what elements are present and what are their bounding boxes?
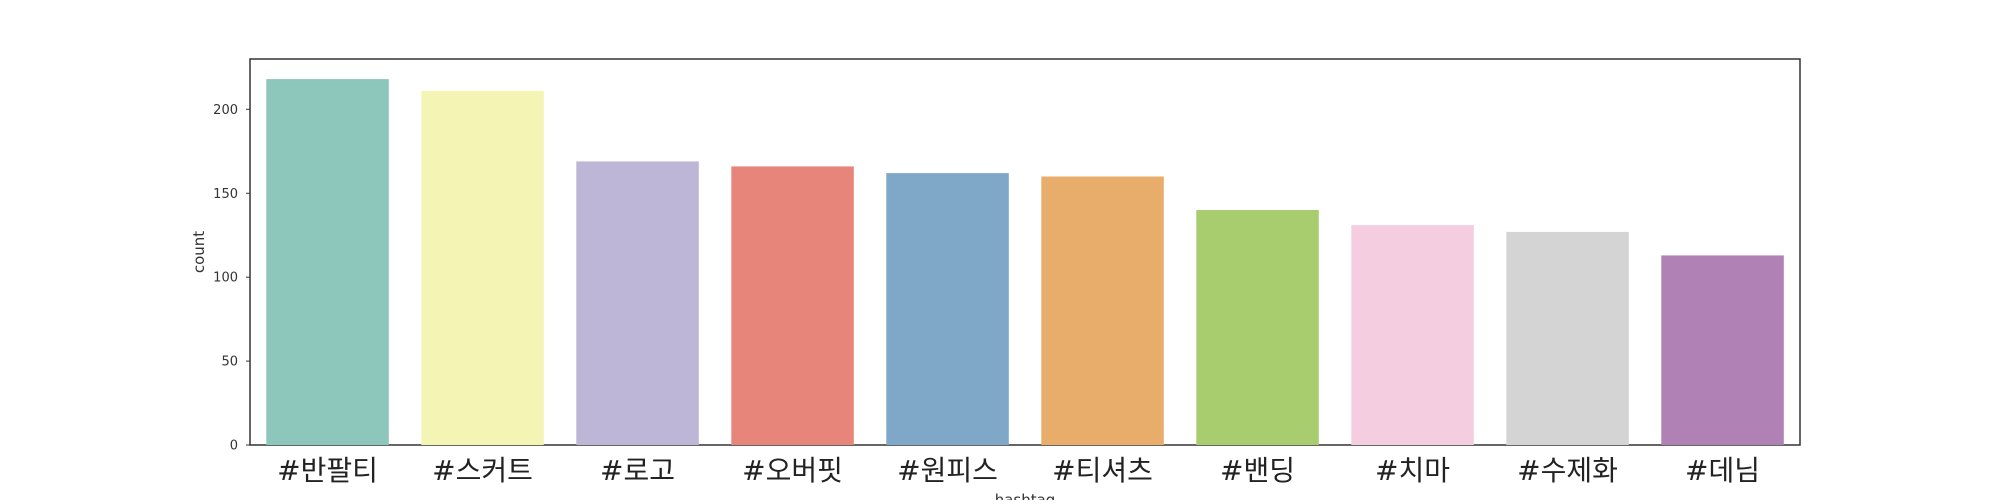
x-axis-label: hashtag <box>995 491 1056 500</box>
bar <box>1351 225 1474 445</box>
x-tick-label: #수제화 <box>1517 454 1618 487</box>
bar <box>1041 176 1164 445</box>
x-tick-label: #티셔츠 <box>1052 454 1153 487</box>
bar <box>1196 210 1319 445</box>
y-tick-label: 150 <box>213 187 238 202</box>
x-tick-label: #스커트 <box>432 454 533 487</box>
y-axis-ticks: 0 50 100 150 200 <box>213 103 250 454</box>
x-tick-label: #로고 <box>600 454 675 487</box>
x-tick-label: #반팔티 <box>277 454 378 487</box>
bar <box>1506 231 1629 445</box>
plot-frame <box>249 58 1801 446</box>
bars-layer <box>266 79 1784 446</box>
bar <box>731 166 854 445</box>
y-tick-label: 50 <box>221 355 238 370</box>
bar <box>1661 255 1784 445</box>
x-axis-ticks: #반팔티 #스커트 #로고 #오버핏 #원피스 #티셔츠 #밴딩 #치마 #수제화 #데님 <box>277 454 1760 487</box>
bar <box>886 173 1009 445</box>
x-tick-label: #밴딩 <box>1220 454 1295 487</box>
x-tick-label: #원피스 <box>897 454 998 487</box>
bar <box>576 161 699 445</box>
bar <box>266 79 389 445</box>
y-tick-label: 200 <box>213 103 238 118</box>
y-tick-label: 100 <box>213 271 238 286</box>
y-axis-label: count <box>190 231 208 273</box>
x-tick-label: #데님 <box>1685 454 1760 487</box>
x-tick-label: #치마 <box>1375 454 1450 487</box>
x-tick-label: #오버핏 <box>742 454 843 487</box>
y-tick-label: 0 <box>230 439 238 454</box>
bar <box>421 90 544 446</box>
